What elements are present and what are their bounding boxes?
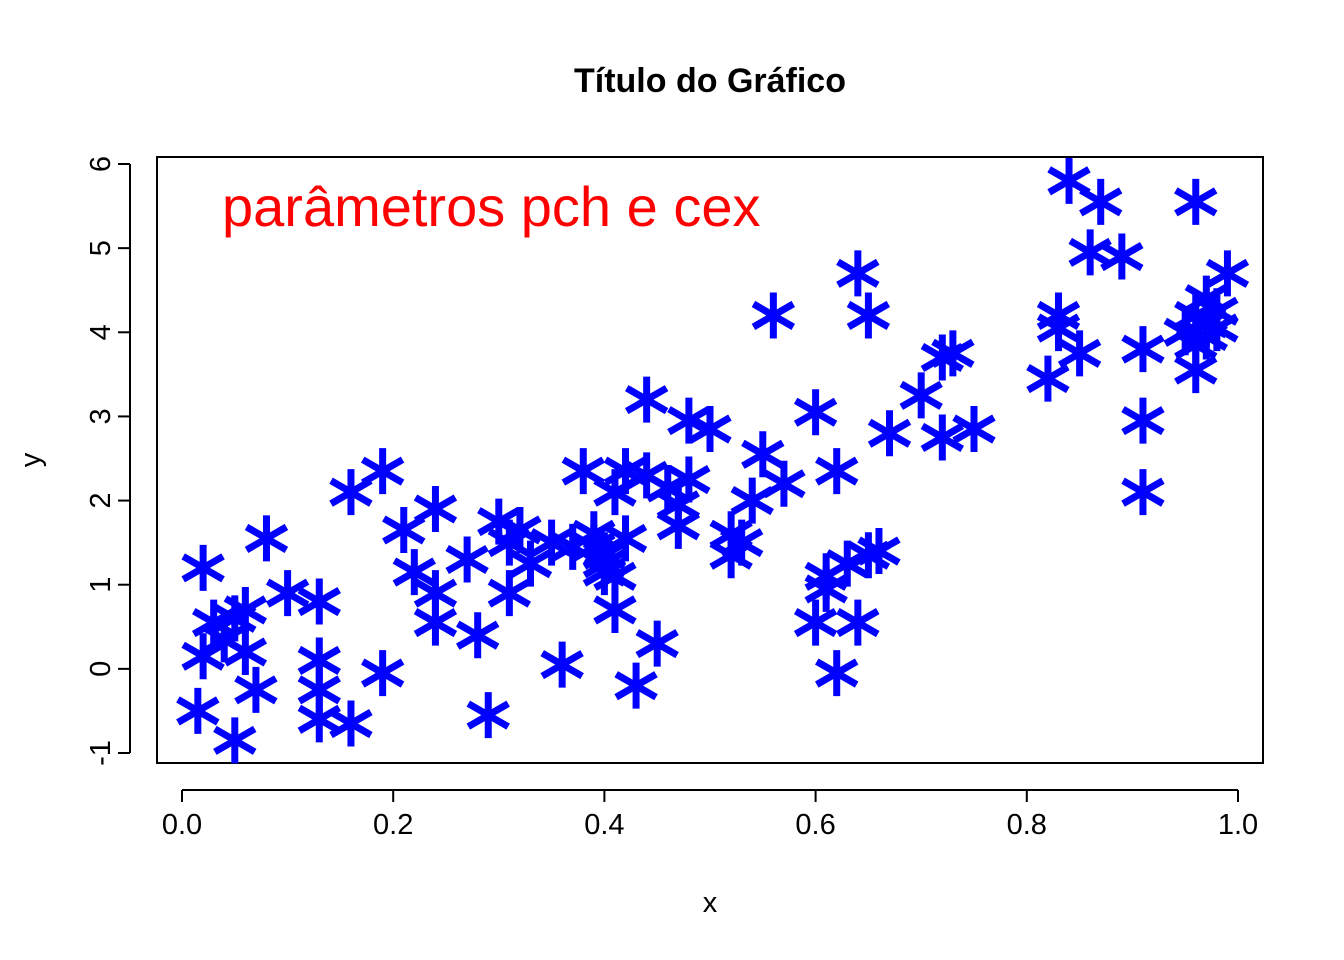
data-point <box>793 599 838 646</box>
y-axis: -1 0 1 2 3 4 5 6 <box>85 156 131 766</box>
data-point <box>1121 326 1165 373</box>
data-point <box>181 633 225 680</box>
data-point <box>593 586 637 633</box>
data-point <box>1205 250 1250 297</box>
data-point <box>815 448 859 495</box>
data-points <box>176 157 1250 764</box>
data-point <box>360 650 405 697</box>
data-point <box>730 477 774 524</box>
y-tick-label: -1 <box>85 740 117 766</box>
data-point <box>614 662 658 709</box>
x-tick-label: 0.8 <box>1007 809 1047 841</box>
data-point <box>413 485 458 532</box>
data-point <box>793 389 838 436</box>
data-point <box>867 410 912 457</box>
data-point <box>329 469 373 516</box>
data-point <box>846 292 891 339</box>
data-point <box>466 692 510 739</box>
data-point <box>1121 397 1165 444</box>
y-tick-label: 4 <box>85 324 117 340</box>
data-point <box>456 612 500 659</box>
x-tick-label: 1.0 <box>1218 809 1258 841</box>
data-point <box>508 540 553 587</box>
data-point <box>244 515 289 562</box>
data-point <box>741 431 785 478</box>
data-point <box>635 620 679 667</box>
data-point <box>920 414 964 461</box>
x-tick-label: 0.0 <box>162 809 202 841</box>
data-point <box>603 515 648 562</box>
data-point <box>1057 330 1102 377</box>
y-tick-label: 6 <box>85 156 117 172</box>
data-point <box>561 448 605 495</box>
data-point <box>382 507 426 554</box>
data-point <box>1174 178 1218 225</box>
y-tick-label: 2 <box>85 493 117 509</box>
y-tick-label: 1 <box>85 577 117 593</box>
data-point <box>1036 292 1081 339</box>
data-point <box>1079 178 1123 225</box>
data-point <box>392 549 436 596</box>
plot-area-frame <box>156 156 1264 764</box>
data-point <box>667 456 711 503</box>
data-point <box>329 700 373 747</box>
data-point <box>487 570 532 617</box>
chart-annotation: parâmetros pch e cex <box>222 175 760 238</box>
data-point <box>213 717 257 764</box>
data-point <box>952 406 996 453</box>
data-point <box>413 599 458 646</box>
data-point <box>804 565 848 612</box>
x-tick-label: 0.6 <box>795 809 835 841</box>
x-tick-label: 0.2 <box>373 809 413 841</box>
data-point <box>1195 305 1239 352</box>
data-point <box>836 599 880 646</box>
y-tick-label: 3 <box>85 408 117 424</box>
data-point <box>656 502 700 549</box>
data-point <box>624 376 669 423</box>
data-point <box>360 448 405 495</box>
data-point <box>899 372 943 419</box>
data-point <box>1047 157 1091 204</box>
data-point <box>751 292 796 339</box>
data-point <box>720 519 764 566</box>
data-point <box>445 536 489 583</box>
data-point <box>297 578 341 625</box>
data-point <box>498 507 542 554</box>
data-point <box>223 629 268 676</box>
y-tick-label: 0 <box>85 661 117 677</box>
data-point <box>234 666 278 713</box>
data-point <box>688 406 732 453</box>
data-point <box>1100 233 1144 280</box>
chart-title: Título do Gráfico <box>574 62 846 100</box>
data-point <box>540 641 584 688</box>
data-point <box>931 330 975 377</box>
x-axis-label: x <box>703 887 718 919</box>
data-point <box>223 586 268 633</box>
x-tick-label: 0.4 <box>584 809 624 841</box>
data-point <box>265 570 310 617</box>
y-axis-label: y <box>15 452 47 467</box>
data-point <box>815 650 859 697</box>
y-tick-label: 5 <box>85 240 117 256</box>
data-point <box>857 528 901 575</box>
data-point <box>762 460 806 507</box>
data-point <box>1174 347 1218 394</box>
data-point <box>181 544 225 591</box>
data-point <box>836 250 880 297</box>
data-point <box>176 687 220 734</box>
data-point <box>1121 469 1165 516</box>
data-point <box>1026 355 1070 402</box>
x-axis: 0.0 0.2 0.4 0.6 0.8 1.0 <box>162 789 1258 841</box>
